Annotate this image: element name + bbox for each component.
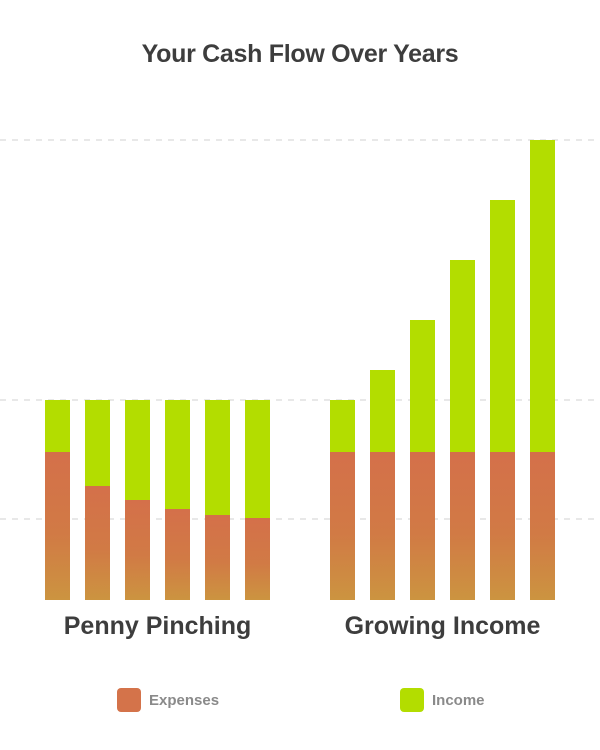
- expenses-bar: [370, 452, 395, 600]
- income-bar: [370, 370, 395, 452]
- expenses-bar: [330, 452, 355, 600]
- legend-label-income: Income: [432, 691, 485, 709]
- income-bar: [490, 200, 515, 452]
- expenses-bar: [410, 452, 435, 600]
- legend-item-expenses: Expenses: [117, 688, 219, 712]
- income-bar: [530, 140, 555, 452]
- legend-label-expenses: Expenses: [149, 691, 220, 709]
- income-bar: [45, 400, 70, 452]
- income-bar: [85, 400, 110, 486]
- group-label: Penny Pinching: [64, 612, 252, 640]
- expenses-bar: [165, 509, 190, 600]
- expenses-bar: [245, 518, 270, 600]
- expenses-bar: [530, 452, 555, 600]
- expenses-bar: [490, 452, 515, 600]
- expenses-bar: [45, 452, 70, 600]
- expenses-bar: [450, 452, 475, 600]
- expenses-bar: [125, 500, 150, 600]
- expenses-bar: [205, 515, 230, 600]
- income-swatch: [400, 688, 424, 712]
- expenses-bar: [85, 486, 110, 600]
- income-bar: [450, 260, 475, 452]
- legend-item-income: Income: [400, 688, 485, 712]
- income-bar: [165, 400, 190, 509]
- income-bar: [205, 400, 230, 515]
- chart-title: Your Cash Flow Over Years: [141, 40, 459, 68]
- income-bar: [245, 400, 270, 518]
- income-bar: [330, 400, 355, 452]
- income-bar: [410, 320, 435, 452]
- group-label: Growing Income: [345, 612, 541, 640]
- legend: Expenses Income: [0, 688, 600, 716]
- cash-flow-chart: Penny Pinching Growing Income: [0, 139, 600, 640]
- expenses-swatch: [117, 688, 141, 712]
- income-bar: [125, 400, 150, 500]
